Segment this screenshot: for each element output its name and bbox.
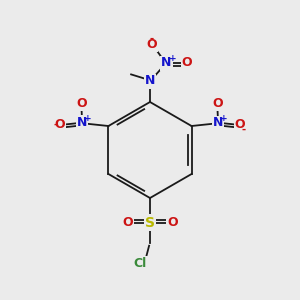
Text: -: - bbox=[53, 120, 58, 130]
Text: +: + bbox=[169, 54, 176, 63]
Text: N: N bbox=[77, 116, 87, 130]
Text: O: O bbox=[182, 56, 192, 70]
Text: O: O bbox=[167, 216, 178, 229]
Text: +: + bbox=[84, 114, 92, 123]
Text: O: O bbox=[55, 118, 65, 131]
Text: N: N bbox=[161, 56, 172, 70]
Text: O: O bbox=[122, 216, 133, 229]
Text: O: O bbox=[76, 97, 87, 110]
Text: N: N bbox=[213, 116, 223, 130]
Text: +: + bbox=[220, 114, 228, 123]
Text: S: S bbox=[145, 216, 155, 230]
Text: O: O bbox=[235, 118, 245, 131]
Text: -: - bbox=[241, 124, 246, 134]
Text: Cl: Cl bbox=[134, 257, 147, 270]
Text: O: O bbox=[147, 38, 158, 52]
Text: O: O bbox=[212, 97, 223, 110]
Text: N: N bbox=[145, 74, 155, 88]
Text: -: - bbox=[149, 34, 153, 44]
